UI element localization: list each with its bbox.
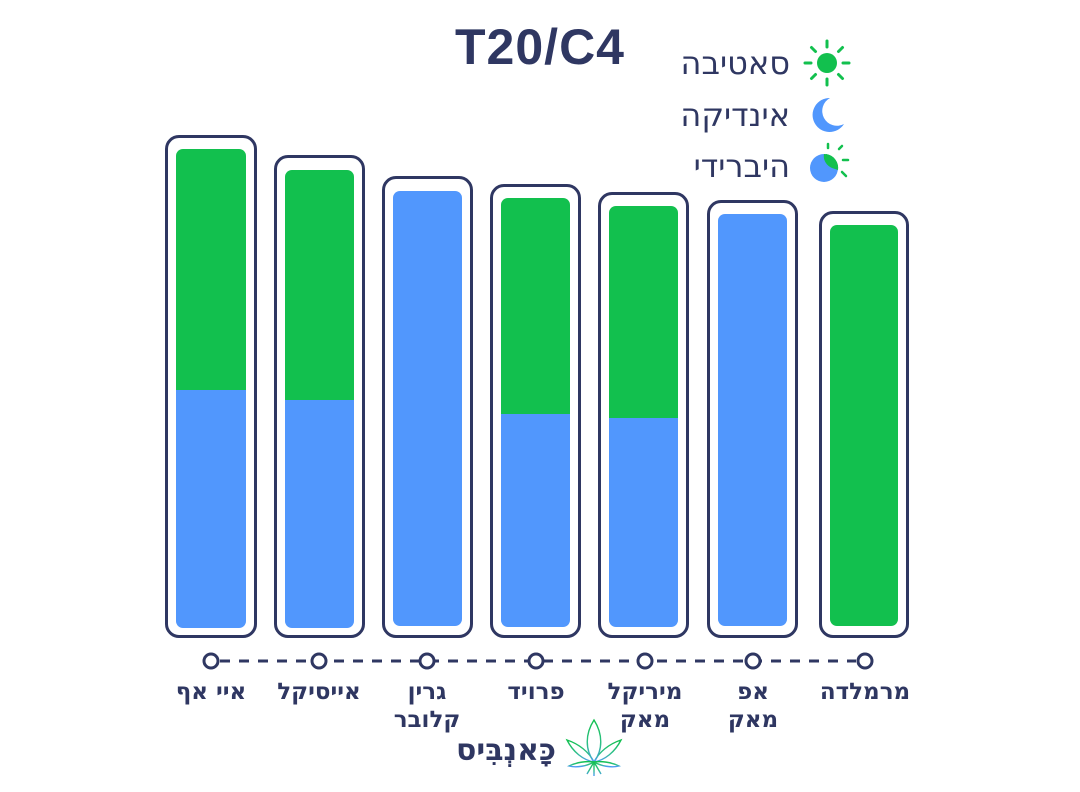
label-line: קלובר xyxy=(393,707,461,733)
legend-label: אינדיקה xyxy=(680,96,790,134)
bar-4 xyxy=(501,198,570,627)
brand-name: כָּאנְבִּיס xyxy=(456,733,556,768)
label-line: איי אף xyxy=(175,679,247,705)
bar-frame-7 xyxy=(819,211,909,638)
x-label-5: מיריקל מאק xyxy=(585,678,705,734)
x-label-6: אפ מאק xyxy=(693,678,813,734)
bar-segment-sativa xyxy=(176,149,246,390)
bar-segment-indica xyxy=(393,191,462,626)
chart-title: T20/C4 xyxy=(455,19,625,75)
bar-3 xyxy=(393,191,462,626)
bar-segment-sativa xyxy=(501,198,570,414)
x-axis-timeline xyxy=(202,652,874,670)
x-label-2: אייסיקל xyxy=(259,678,379,706)
legend-item-sativa: סאטיבה xyxy=(654,39,854,87)
bar-segment-indica xyxy=(176,390,246,628)
bar-segment-indica xyxy=(501,414,570,627)
sun-icon xyxy=(803,39,851,87)
legend-item-hybrid: היברידי xyxy=(654,142,854,186)
label-line: גרין xyxy=(407,679,447,705)
bar-segment-indica xyxy=(609,418,678,627)
bar-1 xyxy=(176,149,246,628)
bar-segment-sativa xyxy=(609,206,678,418)
bar-frame-1 xyxy=(165,135,257,638)
bar-frame-2 xyxy=(274,155,365,638)
bar-2 xyxy=(285,170,354,628)
label-line: אפ xyxy=(737,679,769,705)
moon-icon xyxy=(812,97,844,132)
bar-frame-6 xyxy=(707,200,798,638)
legend-label: סאטיבה xyxy=(680,44,790,82)
x-label-3: גרין קלובר xyxy=(367,678,487,734)
bar-6 xyxy=(718,214,787,626)
x-label-1: איי אף xyxy=(151,678,271,706)
cannabis-leaf-icon xyxy=(565,718,623,776)
legend-label: היברידי xyxy=(693,147,790,185)
label-line: מרמלדה xyxy=(819,679,911,705)
bar-5 xyxy=(609,206,678,627)
bar-frame-4 xyxy=(490,184,581,638)
bar-segment-indica xyxy=(285,400,354,628)
x-label-4: פרויד xyxy=(476,678,596,706)
hybrid-icon xyxy=(810,142,850,182)
legend-item-indica: אינדיקה xyxy=(654,95,854,135)
label-line: פרויד xyxy=(507,679,565,705)
label-line: אייסיקל xyxy=(277,679,361,705)
label-line: מאק xyxy=(727,707,779,733)
bar-frame-5 xyxy=(598,192,689,638)
bar-7 xyxy=(830,225,898,626)
bar-segment-sativa xyxy=(830,225,898,626)
bar-segment-sativa xyxy=(285,170,354,400)
bar-frame-3 xyxy=(382,176,473,638)
bar-segment-indica xyxy=(718,214,787,626)
label-line: מיריקל xyxy=(607,679,683,705)
x-label-7: מרמלדה xyxy=(805,678,925,706)
label-line: מאק xyxy=(619,707,671,733)
